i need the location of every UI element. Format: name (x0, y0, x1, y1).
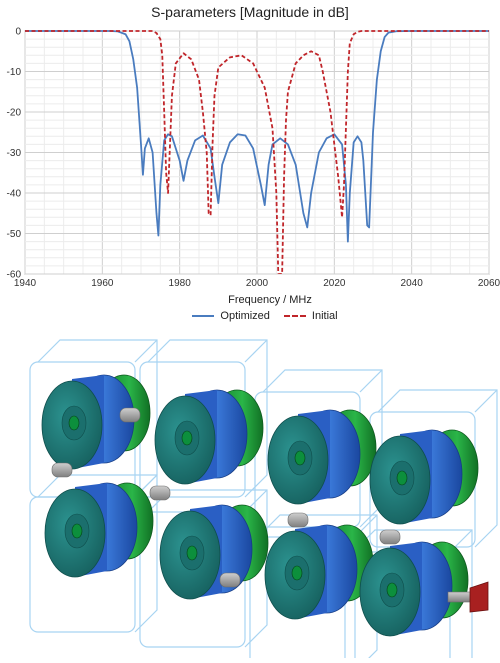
x-tick-label: 2020 (323, 278, 346, 289)
tuning-rod (186, 545, 198, 561)
y-tick-label: -10 (7, 67, 22, 78)
cavity-frame-edge (359, 369, 383, 393)
cavity-frame-edge (134, 339, 158, 363)
legend-swatch-initial (283, 315, 306, 317)
y-tick-label: 0 (15, 27, 21, 38)
tuning-rod (396, 470, 408, 486)
x-tick-label: 1940 (14, 278, 37, 289)
x-tick-label: 1980 (169, 278, 192, 289)
x-tick-label: 2040 (401, 278, 424, 289)
chart-plot: 1940 1960 1980 2000 2020 2040 2060 0 -10 -20 -30 -4… (7, 27, 500, 290)
series-line-initial (25, 30, 489, 274)
cavity-frame-edge (474, 389, 498, 413)
filter-cavity-3d-icon (29, 339, 498, 663)
legend-item-optimized: Optimized (192, 310, 270, 322)
y-tick-label: -50 (7, 229, 22, 240)
series-line-optimized (25, 30, 489, 243)
tuning-rod (294, 450, 306, 466)
chart-title: S-parameters [Magnitude in dB] (151, 4, 349, 20)
legend-label-optimized: Optimized (220, 310, 270, 322)
tuning-rod (181, 430, 193, 446)
y-tick-label: -20 (7, 108, 22, 119)
cavity-frame-edge (244, 339, 268, 363)
x-tick-label: 2000 (246, 278, 269, 289)
coupling-screw (379, 529, 401, 545)
tuning-rod (71, 523, 83, 539)
legend-swatch-optimized (192, 315, 215, 317)
y-tick-label: -30 (7, 148, 22, 159)
x-tick-label: 1960 (91, 278, 114, 289)
coupling-screw (149, 485, 171, 501)
chart-legend: Optimized Initial (0, 310, 500, 322)
tuning-rod (68, 415, 80, 431)
coupling-screw (119, 407, 141, 423)
x-tick-label: 2060 (478, 278, 500, 289)
coupling-screw (219, 572, 241, 588)
coupling-screw (287, 512, 309, 528)
coupling-screw (51, 462, 73, 478)
connector-shaft (447, 591, 473, 603)
legend-label-initial: Initial (311, 310, 338, 322)
x-axis-label: Frequency / MHz (228, 294, 312, 306)
filter-3d-model-image (0, 330, 500, 663)
legend-item-initial: Initial (283, 310, 338, 322)
y-tick-label: -40 (7, 189, 22, 200)
tuning-rod (291, 565, 303, 581)
connector-flange (469, 581, 489, 613)
tuning-rod (386, 582, 398, 598)
y-tick-label: -60 (7, 270, 22, 281)
s-parameter-chart: S-parameters [Magnitude in dB] 1940 1960 1… (0, 0, 500, 330)
